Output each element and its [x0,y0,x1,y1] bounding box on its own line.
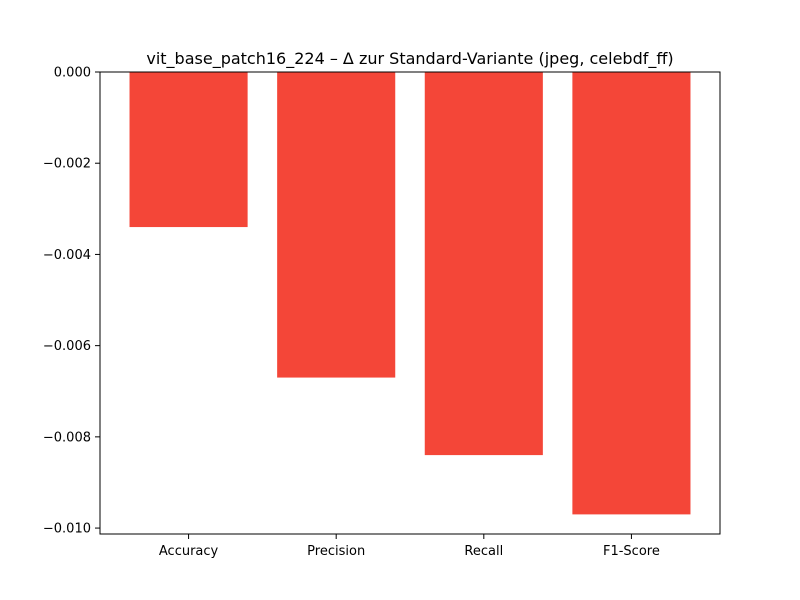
bar-precision [277,72,396,378]
bars-layer [129,72,691,515]
y-tick-label: −0.006 [43,339,91,354]
x-tick-label: Precision [307,544,365,559]
axes-layer: 0.000 −0.002 −0.004 −0.006 −0.008 −0.010 Accur… [43,66,721,559]
bar-recall [424,72,543,456]
x-tick-label: Recall [464,544,503,559]
chart-title: vit_base_patch16_224 – Δ zur Standard-Va… [146,49,673,69]
bar-f1-score [572,72,691,515]
y-tick-label: −0.008 [43,430,91,445]
y-tick-label: −0.004 [43,248,91,263]
y-tick-label: 0.000 [54,66,91,81]
bar-accuracy [129,72,248,228]
axes-frame [99,71,721,535]
y-tick-label: −0.010 [43,522,91,537]
x-tick-label: F1-Score [603,544,660,559]
x-tick-label: Accuracy [159,544,219,559]
y-tick-label: −0.002 [43,157,91,172]
